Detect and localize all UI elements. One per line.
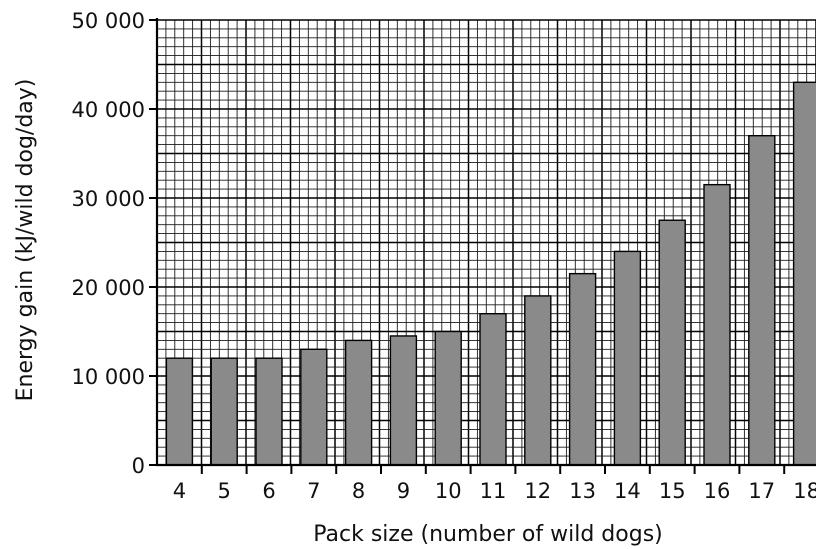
x-tick-label: 11 xyxy=(480,479,507,503)
bar-7 xyxy=(300,348,328,466)
y-tick-label: 10 000 xyxy=(72,365,145,389)
bar-8 xyxy=(344,339,373,466)
y-ticks: 0 10 000 20 000 30 000 40 000 50 000 xyxy=(72,9,157,478)
y-tick-label: 20 000 xyxy=(72,276,145,300)
x-tick-label: 7 xyxy=(307,479,320,503)
y-tick-label: 50 000 xyxy=(72,9,145,33)
bar-11 xyxy=(479,313,507,466)
y-tick-label: 30 000 xyxy=(72,187,145,211)
bar-17 xyxy=(748,134,776,466)
x-tick-label: 12 xyxy=(524,479,551,503)
bar-9 xyxy=(389,335,418,466)
bar-5 xyxy=(210,357,238,466)
x-tick-label: 4 xyxy=(173,479,186,503)
bar-6 xyxy=(255,357,283,466)
y-tick-label: 40 000 xyxy=(72,98,145,122)
x-tick-label: 10 xyxy=(435,479,462,503)
x-tick-label: 17 xyxy=(748,479,775,503)
x-tick-label: 13 xyxy=(569,479,596,503)
bar-4 xyxy=(165,357,194,466)
y-axis-title: Energy gain (kJ/wild dog/day) xyxy=(13,79,38,402)
bar-16 xyxy=(703,183,731,466)
y-tick-label: 0 xyxy=(132,454,145,478)
x-tick-label: 18 xyxy=(793,479,816,503)
bar-18 xyxy=(792,81,816,466)
x-tick-label: 15 xyxy=(659,479,686,503)
x-ticks: 4 5 6 7 8 9 10 11 12 13 14 15 16 17 18 xyxy=(173,465,816,503)
bar-14 xyxy=(613,250,642,466)
x-tick-label: 5 xyxy=(218,479,231,503)
x-tick-label: 9 xyxy=(397,479,410,503)
bar-10 xyxy=(434,330,462,466)
x-axis-title: Pack size (number of wild dogs) xyxy=(313,522,663,547)
bar-15 xyxy=(658,219,686,466)
x-tick-label: 6 xyxy=(262,479,275,503)
bar-13 xyxy=(568,272,597,466)
x-tick-label: 14 xyxy=(614,479,641,503)
axes xyxy=(155,18,816,467)
x-tick-label: 8 xyxy=(352,479,365,503)
bar-12 xyxy=(524,295,552,466)
x-tick-label: 16 xyxy=(704,479,731,503)
